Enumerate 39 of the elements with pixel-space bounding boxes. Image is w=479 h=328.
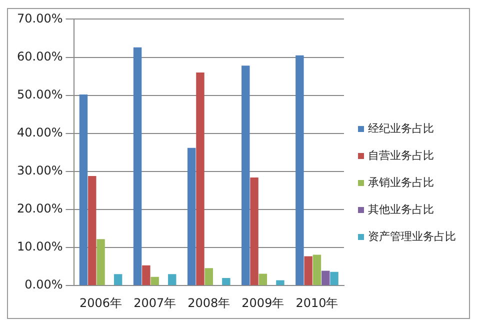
y-tick-label: 20.00%	[16, 202, 63, 216]
legend-label: 资产管理业务占比	[368, 230, 456, 243]
bar	[222, 278, 230, 286]
bar	[114, 274, 122, 286]
bar	[168, 274, 176, 286]
bar	[250, 178, 258, 286]
y-tick-label: 70.00%	[16, 11, 63, 26]
legend-label: 自营业务占比	[368, 149, 434, 162]
x-tick-label: 2007年	[134, 296, 176, 310]
bar	[196, 72, 204, 286]
x-tick-label: 2009年	[242, 296, 284, 310]
bar	[242, 66, 250, 286]
y-tick-label: 30.00%	[16, 164, 63, 178]
legend-label: 承销业务占比	[368, 176, 434, 189]
y-tick-label: 10.00%	[16, 240, 63, 254]
bar	[322, 270, 330, 286]
y-tick-label: 60.00%	[16, 49, 63, 64]
bar	[204, 268, 213, 286]
y-tick-label: 40.00%	[16, 125, 63, 140]
bar	[142, 265, 150, 286]
x-tick-label: 2008年	[188, 296, 230, 310]
bar	[276, 280, 284, 286]
bar	[258, 274, 268, 286]
bar	[312, 254, 322, 286]
bar	[296, 55, 304, 286]
bar	[330, 272, 338, 286]
x-tick-label: 2010年	[296, 296, 338, 310]
legend-label: 其他业务占比	[368, 203, 434, 216]
x-tick-label: 2006年	[80, 296, 122, 310]
bar	[150, 276, 159, 286]
bar	[96, 239, 105, 286]
y-tick-label: 50.00%	[16, 87, 63, 102]
bar	[187, 148, 196, 286]
bar	[133, 47, 142, 286]
y-tick-label: 0.00%	[24, 278, 63, 292]
legend-label: 经纪业务占比	[368, 122, 434, 135]
bar	[79, 94, 88, 286]
bar	[304, 256, 312, 286]
bar	[88, 176, 96, 286]
